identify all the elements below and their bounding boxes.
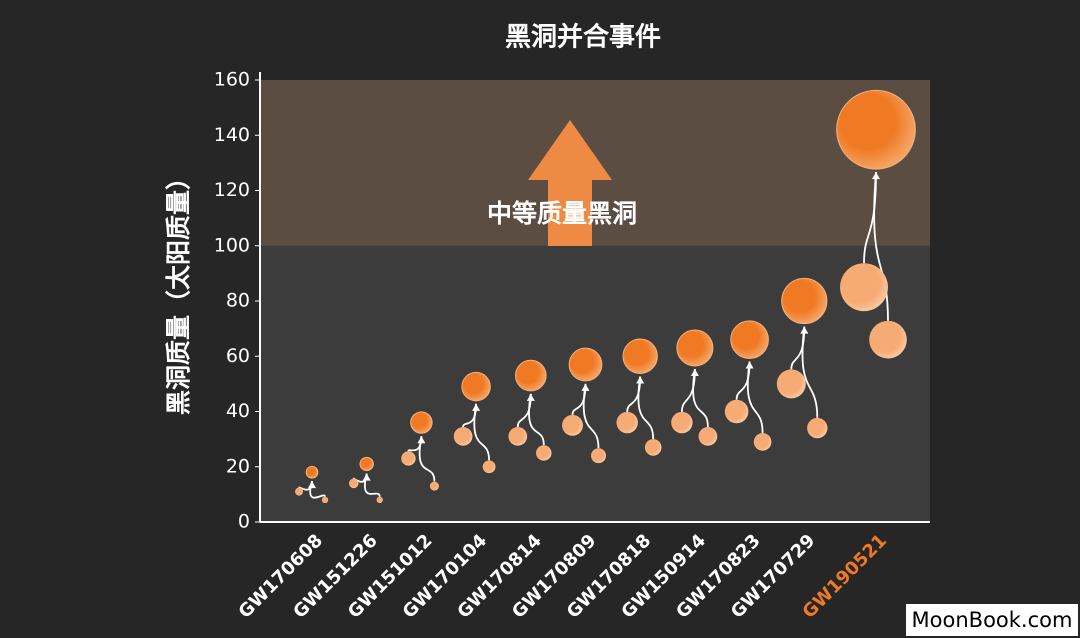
- final-mass: [514, 359, 547, 392]
- y-tick-label: 100: [214, 234, 250, 256]
- primary-mass: [724, 399, 749, 424]
- primary-mass: [295, 487, 303, 496]
- arrow-head: [800, 326, 809, 334]
- arrow-head: [690, 368, 699, 376]
- primary-mass: [616, 411, 638, 434]
- final-mass: [305, 465, 319, 479]
- secondary-mass: [429, 481, 439, 491]
- merger-path: [528, 393, 545, 446]
- final-mass: [410, 411, 433, 434]
- y-tick-label: 160: [214, 69, 250, 91]
- y-axis-label: 黑洞质量（太阳质量）: [164, 165, 193, 415]
- arrow-head: [417, 436, 426, 444]
- final-mass: [622, 338, 658, 374]
- y-tick-label: 120: [214, 179, 250, 201]
- secondary-mass: [698, 426, 718, 446]
- arrow-head: [872, 172, 880, 180]
- arrow-head: [362, 473, 371, 481]
- y-tick-label: 140: [214, 124, 250, 146]
- arrow-head: [472, 403, 481, 411]
- merger-path: [873, 171, 889, 321]
- secondary-mass: [644, 439, 662, 456]
- arrow-head: [636, 376, 645, 384]
- y-tick-label: 40: [226, 400, 250, 422]
- annotation: 中等质量黑洞: [487, 199, 637, 228]
- primary-mass: [562, 414, 583, 436]
- primary-mass: [453, 426, 473, 446]
- final-mass: [781, 277, 828, 325]
- watermark-box: [906, 604, 1078, 636]
- merger-path: [582, 383, 600, 449]
- watermark: MoonBook.com: [912, 608, 1073, 632]
- merger-path: [637, 376, 655, 440]
- arrow-head: [526, 393, 535, 401]
- y-tick-label: 80: [226, 290, 250, 312]
- secondary-mass: [807, 417, 828, 439]
- secondary-mass: [753, 433, 772, 451]
- secondary-mass: [482, 460, 496, 474]
- final-mass: [730, 320, 769, 359]
- final-mass: [461, 371, 491, 402]
- merger-path: [473, 403, 490, 461]
- secondary-mass: [321, 496, 329, 504]
- final-mass: [568, 347, 603, 382]
- final-mass: [359, 456, 374, 472]
- secondary-mass: [536, 445, 552, 461]
- secondary-mass: [869, 320, 907, 359]
- merger-path: [801, 326, 819, 418]
- primary-mass: [508, 426, 528, 446]
- primary-mass: [401, 451, 416, 466]
- arrow-head: [308, 481, 316, 489]
- arrow: [528, 120, 612, 246]
- y-tick-label: 0: [238, 511, 250, 533]
- y-tick-label: 60: [226, 345, 250, 367]
- primary-mass: [776, 369, 806, 399]
- final-mass: [676, 329, 714, 367]
- merger-path: [692, 368, 709, 427]
- primary-mass: [348, 478, 359, 489]
- y-tick-label: 20: [226, 455, 250, 477]
- merger-path: [418, 436, 436, 482]
- secondary-mass: [591, 448, 606, 464]
- arrow-head: [581, 383, 590, 391]
- secondary-mass: [376, 496, 383, 504]
- primary-mass: [671, 411, 693, 434]
- primary-mass: [840, 263, 888, 312]
- merger-path: [746, 361, 764, 434]
- chart-title: 黑洞并合事件: [505, 22, 661, 53]
- merger-path: [364, 473, 381, 497]
- final-mass: [836, 89, 916, 170]
- arrow-head: [745, 361, 754, 369]
